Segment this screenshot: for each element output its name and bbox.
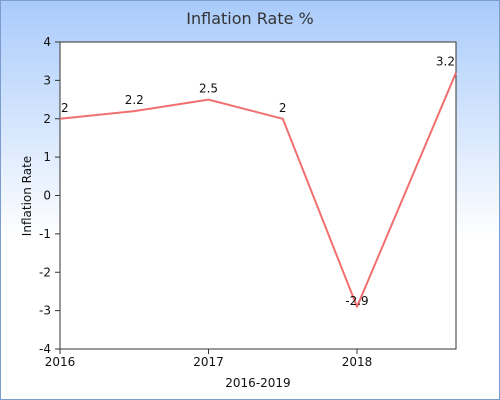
x-tick-label: 2017 [193,355,224,369]
y-tick-label: -3 [39,304,51,318]
plot-area [59,41,457,350]
x-tick-label: 2018 [342,355,373,369]
chart-title: Inflation Rate % [186,9,313,28]
data-label: 2.2 [125,93,144,107]
y-tick-label: 2 [43,112,51,126]
data-label: -2.9 [345,294,368,308]
y-axis-title: Inflation Rate [20,156,34,236]
x-axis-title: 2016-2019 [225,376,290,390]
y-tick-label: 4 [43,35,51,49]
data-label: 2 [279,101,287,115]
y-axis: -4 -3 -2 -1 0 1 2 3 4 [39,35,60,356]
y-tick-label: -1 [39,227,51,241]
y-tick-label: -2 [39,265,51,279]
data-label: 2 [61,101,69,115]
y-tick-label: 0 [43,189,51,203]
y-tick-label: 1 [43,150,51,164]
x-tick-label: 2016 [45,355,76,369]
data-label: 3.2 [436,55,455,69]
series-line [59,72,457,308]
data-label: 2.5 [199,82,218,96]
series-group [59,72,457,308]
y-tick-label: -4 [39,342,51,356]
y-tick-label: 3 [43,73,51,87]
x-axis: 2016 2017 2018 [45,349,373,369]
data-labels: 2 2.2 2.5 2 -2.9 3.2 [61,55,455,308]
